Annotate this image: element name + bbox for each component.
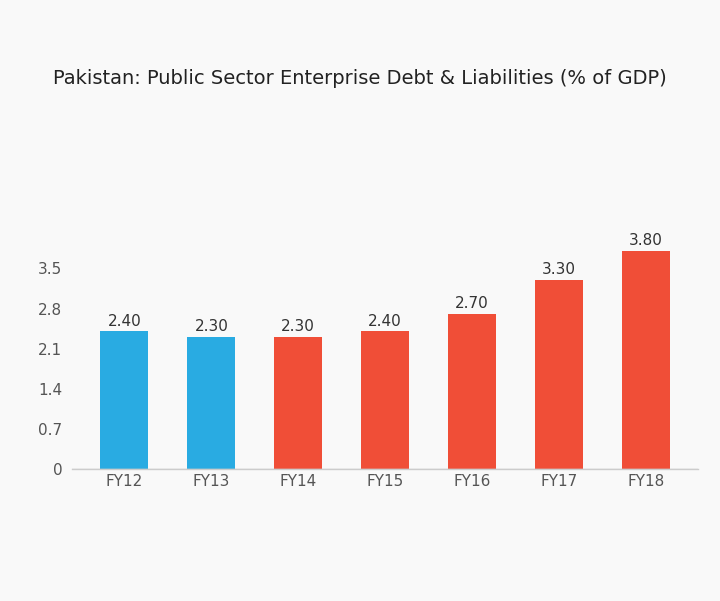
- Text: 2.70: 2.70: [455, 296, 489, 311]
- Bar: [361, 331, 409, 469]
- Bar: [535, 280, 583, 469]
- Text: 3.80: 3.80: [629, 233, 663, 248]
- Text: Pakistan: Public Sector Enterprise Debt & Liabilities (% of GDP): Pakistan: Public Sector Enterprise Debt …: [53, 69, 667, 88]
- Bar: [622, 251, 670, 469]
- Text: 3.30: 3.30: [542, 262, 576, 277]
- Bar: [101, 331, 148, 469]
- Bar: [449, 314, 496, 469]
- Bar: [187, 337, 235, 469]
- Text: 2.30: 2.30: [194, 319, 228, 334]
- Text: 2.30: 2.30: [282, 319, 315, 334]
- Bar: [274, 337, 322, 469]
- Text: 2.40: 2.40: [369, 314, 402, 329]
- Text: 2.40: 2.40: [107, 314, 141, 329]
